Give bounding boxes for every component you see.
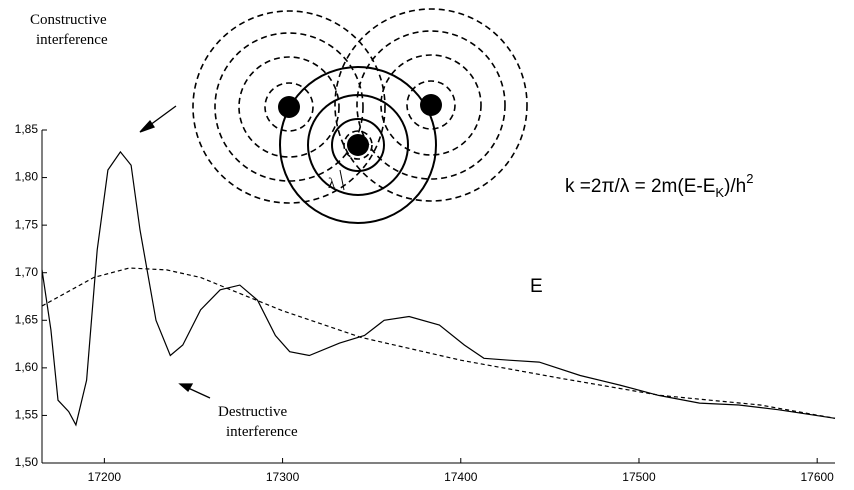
annotation: Constructive interference <box>30 12 108 48</box>
formula: k =2π/λ = 2m(E-EK)/h2 <box>565 171 753 200</box>
atoms <box>278 94 442 156</box>
y-tick-label: 1,60 <box>15 360 39 374</box>
arrows <box>139 105 211 399</box>
x-tick-label: 17300 <box>266 470 300 484</box>
y-tick-label: 1,50 <box>15 455 39 469</box>
wavelength-label: λ <box>328 176 336 192</box>
data-line <box>41 150 836 427</box>
annotation: Destructive interference <box>218 404 298 440</box>
wavelength-marker <box>339 169 345 191</box>
neighbor-waves <box>192 8 528 204</box>
y-tick-label: 1,85 <box>15 122 39 136</box>
x-tick-label: 17500 <box>622 470 656 484</box>
y-tick-label: 1,55 <box>15 408 39 422</box>
y-tick-label: 1,75 <box>15 217 39 231</box>
absorber-waves <box>279 66 437 224</box>
x-tick-label: 17400 <box>444 470 478 484</box>
y-tick-label: 1,70 <box>15 265 39 279</box>
data-line <box>41 267 836 419</box>
y-tick-label: 1,80 <box>15 170 39 184</box>
x-tick-label: 17600 <box>800 470 834 484</box>
y-tick-label: 1,65 <box>15 312 39 326</box>
energy-label: E <box>530 276 543 297</box>
x-tick-label: 17200 <box>88 470 122 484</box>
